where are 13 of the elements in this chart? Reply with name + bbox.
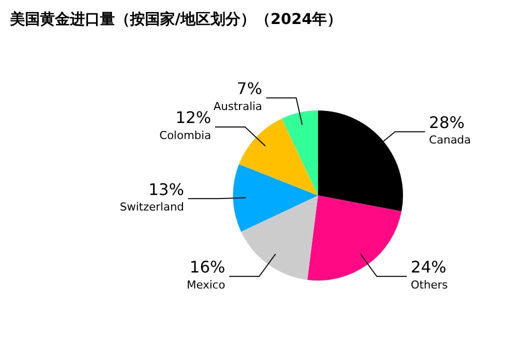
slice-label: Mexico [186,278,226,292]
chart-title: 美国黄金进口量（按国家/地区划分）（2024年） [10,10,342,29]
data-label: 28% [429,112,465,132]
data-label: 7% [236,79,262,98]
slice-label: Others [410,278,448,292]
data-label: 12% [176,108,212,128]
slice-label: Australia [214,100,262,113]
data-label: 13% [148,180,184,199]
slice-label: Switzerland [120,200,184,214]
slice-label: Canada [429,134,471,147]
data-label: 24% [410,258,446,277]
slice-label: Colombia [159,128,212,142]
data-label: 16% [190,258,226,277]
